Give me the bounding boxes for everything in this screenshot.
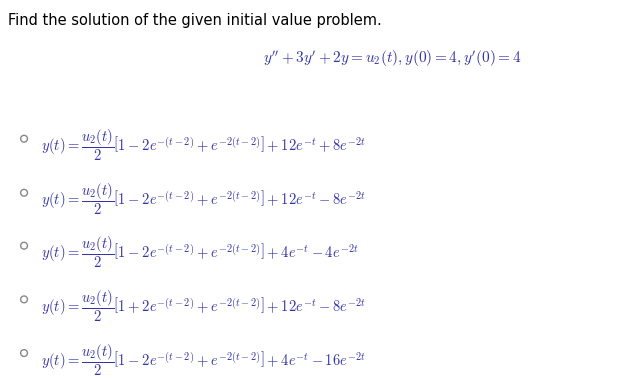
Text: $y(t) = \dfrac{u_2(t)}{2}\left[1 - 2e^{-(t-2)} + e^{-2(t-2)}\right] + 12e^{-t} -: $y(t) = \dfrac{u_2(t)}{2}\left[1 - 2e^{-… [41, 182, 366, 217]
Text: Find the solution of the given initial value problem.: Find the solution of the given initial v… [8, 13, 381, 28]
Text: $y(t) = \dfrac{u_2(t)}{2}\left[1 - 2e^{-(t-2)} + e^{-2(t-2)}\right] + 4e^{-t} - : $y(t) = \dfrac{u_2(t)}{2}\left[1 - 2e^{-… [41, 235, 359, 270]
Text: $y(t) = \dfrac{u_2(t)}{2}\left[1 - 2e^{-(t-2)} + e^{-2(t-2)}\right] + 4e^{-t} - : $y(t) = \dfrac{u_2(t)}{2}\left[1 - 2e^{-… [41, 342, 366, 378]
Text: $y(t) = \dfrac{u_2(t)}{2}\left[1 - 2e^{-(t-2)} + e^{-2(t-2)}\right] + 12e^{-t} +: $y(t) = \dfrac{u_2(t)}{2}\left[1 - 2e^{-… [41, 128, 366, 163]
Text: $y'' + 3y' + 2y = u_2(t), y(0) = 4, y'(0) = 4$: $y'' + 3y' + 2y = u_2(t), y(0) = 4, y'(0… [263, 48, 522, 69]
Text: $y(t) = \dfrac{u_2(t)}{2}\left[1 + 2e^{-(t-2)} + e^{-2(t-2)}\right] + 12e^{-t} -: $y(t) = \dfrac{u_2(t)}{2}\left[1 + 2e^{-… [41, 288, 366, 324]
